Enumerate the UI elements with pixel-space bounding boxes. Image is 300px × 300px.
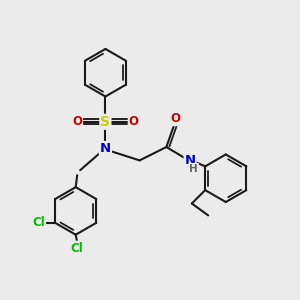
Text: Cl: Cl	[71, 242, 84, 255]
Text: Cl: Cl	[32, 216, 45, 229]
Text: H: H	[189, 164, 198, 174]
Text: N: N	[184, 154, 196, 167]
Text: S: S	[100, 115, 110, 129]
Text: O: O	[72, 115, 82, 128]
Text: O: O	[129, 115, 139, 128]
Text: N: N	[100, 142, 111, 155]
Text: O: O	[170, 112, 180, 125]
